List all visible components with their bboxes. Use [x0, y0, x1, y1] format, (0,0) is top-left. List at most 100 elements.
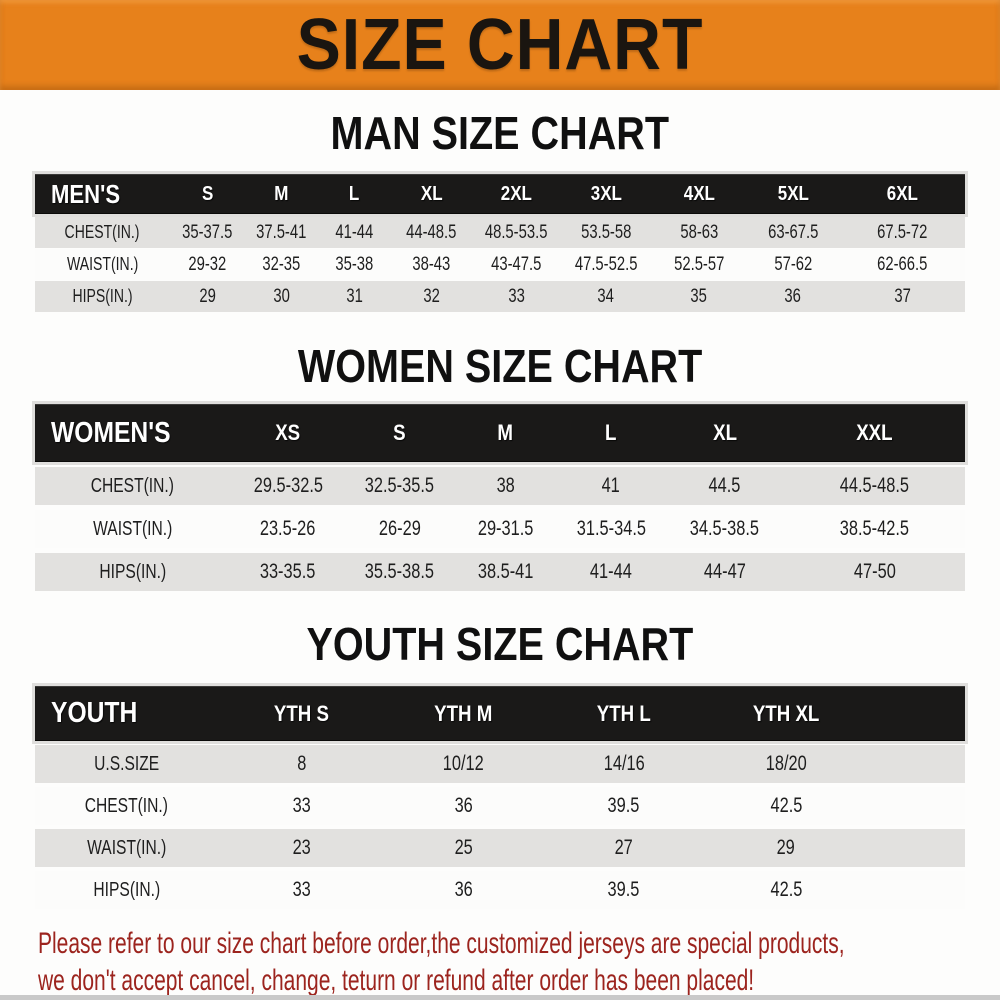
size-cell: 34 [597, 285, 615, 307]
column-header: XL [420, 182, 443, 205]
row-label: WAIST(IN.) [66, 254, 139, 274]
size-cell: 44.5 [708, 474, 741, 497]
table-row: HIPS(IN.) 33 36 39.5 42.5 [35, 871, 965, 909]
size-cell: 38.5-42.5 [840, 517, 910, 540]
youth-table-body: U.S.SIZE 8 10/12 14/16 18/20 CHEST(IN.) … [35, 745, 965, 909]
size-cell: 36 [454, 878, 473, 901]
order-disclaimer: Please refer to our size chart before or… [38, 925, 1000, 999]
youth-table-header-label: YOUTH [51, 697, 138, 729]
size-cell: 62-66.5 [877, 253, 928, 275]
table-row: WAIST(IN.) 29-32 32-35 35-38 38-43 43-47… [35, 249, 965, 280]
size-cell: 58-63 [680, 221, 718, 243]
women-table-body: CHEST(IN.) 29.5-32.5 32.5-35.5 38 41 44.… [35, 467, 965, 591]
men-section-title-text: MAN SIZE CHART [330, 107, 670, 159]
size-cell: 30 [273, 285, 290, 307]
row-label: HIPS(IN.) [99, 560, 167, 583]
size-cell: 26-29 [378, 517, 421, 540]
row-label: U.S.SIZE [94, 752, 160, 775]
size-cell: 41 [601, 474, 621, 497]
size-cell: 47-50 [853, 560, 896, 583]
size-cell: 33 [292, 878, 311, 901]
row-label: WAIST(IN.) [93, 517, 173, 540]
size-cell: 48.5-53.5 [484, 221, 548, 243]
men-section-title: MAN SIZE CHART [0, 110, 1000, 156]
size-cell: 32-35 [262, 253, 301, 275]
size-cell: 44-48.5 [406, 221, 457, 243]
table-row: WAIST(IN.) 23 25 27 29 [35, 829, 965, 867]
table-row: HIPS(IN.) 33-35.5 35.5-38.5 38.5-41 41-4… [35, 553, 965, 591]
column-header: YTH XL [752, 700, 820, 726]
size-cell: 37.5-41 [256, 221, 307, 243]
size-cell: 33-35.5 [260, 560, 316, 583]
size-cell: 33 [292, 794, 311, 817]
column-header: 2XL [500, 182, 532, 205]
women-table-header-label: WOMEN'S [51, 416, 171, 449]
table-row: HIPS(IN.) 29 30 31 32 33 34 35 36 37 [35, 281, 965, 312]
size-cell: 38.5-41 [477, 560, 534, 583]
column-header: S [201, 182, 214, 205]
size-cell: 18/20 [765, 752, 807, 775]
youth-size-table: YOUTH YTH S YTH M YTH L YTH XL U.S.SIZE … [35, 686, 965, 909]
size-cell: 42.5 [770, 794, 803, 817]
column-header: 5XL [777, 182, 809, 205]
column-header: XL [712, 420, 737, 445]
women-section-title: WOMEN SIZE CHART [0, 343, 1000, 389]
size-cell: 52.5-57 [673, 253, 725, 275]
size-cell: 23 [292, 836, 311, 859]
women-table-header-row: WOMEN'S XS S M L XL XXL [35, 404, 965, 462]
size-cell: 36 [784, 285, 802, 307]
size-cell: 57-62 [773, 253, 812, 275]
size-cell: 32.5-35.5 [364, 474, 435, 497]
men-table-header-row: MEN'S S M L XL 2XL 3XL 4XL 5XL 6XL [35, 174, 965, 214]
size-cell: 29-31.5 [477, 517, 534, 540]
size-cell: 39.5 [607, 794, 640, 817]
size-cell: 29-32 [188, 253, 227, 275]
size-cell: 10/12 [443, 752, 485, 775]
column-header: 3XL [590, 182, 622, 205]
size-cell: 37 [893, 285, 911, 307]
size-cell: 41-44 [335, 221, 374, 243]
size-cell: 39.5 [607, 878, 640, 901]
size-cell: 31.5-34.5 [576, 517, 646, 540]
column-header: S [393, 420, 406, 445]
size-cell: 47.5-52.5 [574, 253, 638, 275]
size-cell: 32 [423, 285, 440, 307]
size-cell: 23.5-26 [260, 517, 316, 540]
size-cell: 63-67.5 [767, 221, 819, 243]
men-size-table: MEN'S S M L XL 2XL 3XL 4XL 5XL 6XL CHEST… [35, 174, 965, 312]
youth-section-title: YOUTH SIZE CHART [0, 621, 1000, 667]
size-cell: 29 [199, 285, 216, 307]
column-header: 4XL [683, 182, 715, 205]
size-cell: 33 [507, 285, 525, 307]
table-row: WAIST(IN.) 23.5-26 26-29 29-31.5 31.5-34… [35, 510, 965, 548]
men-table-header-label: MEN'S [51, 178, 121, 209]
size-cell: 42.5 [770, 878, 803, 901]
disclaimer-line-2: we don't accept cancel, change, teturn o… [38, 964, 755, 997]
table-row: CHEST(IN.) 33 36 39.5 42.5 [35, 787, 965, 825]
women-section-title-text: WOMEN SIZE CHART [297, 340, 703, 392]
table-row: CHEST(IN.) 35-37.5 37.5-41 41-44 44-48.5… [35, 217, 965, 248]
men-table-body: CHEST(IN.) 35-37.5 37.5-41 41-44 44-48.5… [35, 217, 965, 312]
size-cell: 34.5-38.5 [689, 517, 760, 540]
size-cell: 35-37.5 [182, 221, 233, 243]
column-header: YTH S [273, 700, 329, 726]
row-label: HIPS(IN.) [93, 878, 160, 901]
column-header: XS [275, 420, 301, 445]
column-header: M [274, 182, 289, 205]
row-label: CHEST(IN.) [84, 794, 169, 817]
table-row: U.S.SIZE 8 10/12 14/16 18/20 [35, 745, 965, 783]
youth-table-header-row: YOUTH YTH S YTH M YTH L YTH XL [35, 686, 965, 741]
size-cell: 29.5-32.5 [253, 474, 323, 497]
size-cell: 36 [454, 794, 473, 817]
column-header: 6XL [886, 182, 918, 205]
column-header: M [497, 420, 514, 445]
size-cell: 38 [496, 474, 515, 497]
size-cell: 35 [690, 285, 708, 307]
women-size-table: WOMEN'S XS S M L XL XXL CHEST(IN.) 29.5-… [35, 404, 965, 591]
size-cell: 38-43 [412, 253, 451, 275]
size-cell: 53.5-58 [580, 221, 632, 243]
banner: SIZE CHART [0, 0, 1000, 90]
size-cell: 67.5-72 [877, 221, 928, 243]
size-cell: 31 [346, 285, 363, 307]
